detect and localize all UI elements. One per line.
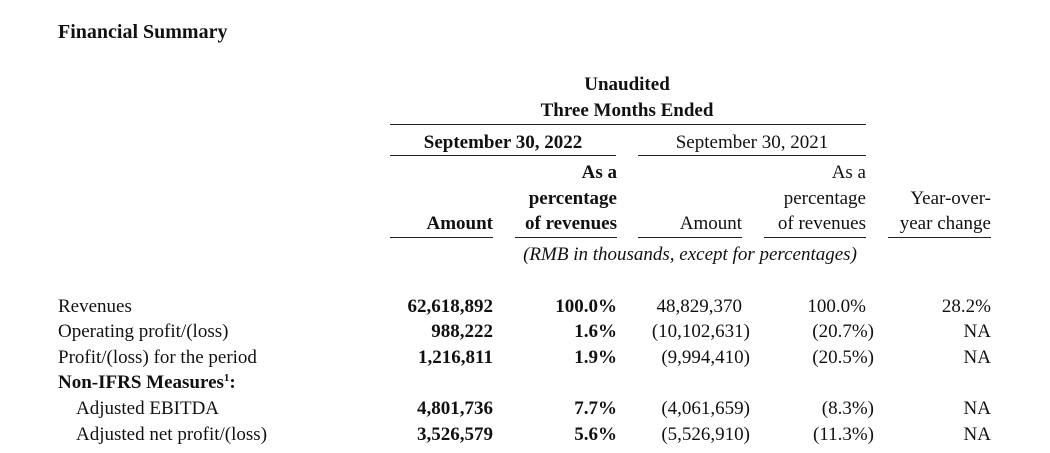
col-pct-2022-l1: As a bbox=[581, 162, 617, 183]
cell-operating-amt-2022: 988,222 bbox=[431, 321, 493, 342]
cell-operating-pct-2021: (20.7%) bbox=[812, 321, 874, 342]
cell-revenues-amt-2022: 62,618,892 bbox=[407, 296, 494, 317]
cell-profit-yoy: NA bbox=[963, 347, 991, 368]
row-label-revenues: Revenues bbox=[58, 296, 132, 317]
non-ifrs-heading: Non-IFRS Measures1: bbox=[58, 372, 236, 393]
cell-netprofit-pct-2022: 5.6% bbox=[574, 424, 617, 445]
cell-profit-amt-2021: (9,994,410) bbox=[661, 347, 750, 368]
col-amount-2021-rule bbox=[638, 237, 742, 238]
col-yoy-rule bbox=[888, 237, 991, 238]
header-rule bbox=[390, 124, 866, 125]
col-pct-2021-l3: of revenues bbox=[777, 213, 866, 234]
cell-revenues-amt-2021: 48,829,370 bbox=[656, 296, 743, 317]
col-pct-2022-rule bbox=[515, 237, 617, 238]
units-note: (RMB in thousands, except for percentage… bbox=[523, 244, 857, 265]
cell-profit-pct-2022: 1.9% bbox=[574, 347, 617, 368]
header-unaudited: Unaudited bbox=[584, 74, 670, 95]
cell-revenues-pct-2022: 100.0% bbox=[555, 296, 617, 317]
row-label-profit-period: Profit/(loss) for the period bbox=[58, 347, 257, 368]
col-amount-2022-rule bbox=[390, 237, 493, 238]
page-title: Financial Summary bbox=[58, 21, 228, 43]
cell-operating-amt-2021: (10,102,631) bbox=[651, 321, 750, 342]
cell-ebitda-yoy: NA bbox=[963, 398, 991, 419]
cell-ebitda-amt-2021: (4,061,659) bbox=[661, 398, 750, 419]
row-label-adjusted-net-profit: Adjusted net profit/(loss) bbox=[76, 424, 268, 445]
col-amount-2021: Amount bbox=[679, 213, 742, 234]
header-three-months: Three Months Ended bbox=[540, 100, 714, 121]
cell-revenues-pct-2021: 100.0% bbox=[807, 296, 866, 317]
col-pct-2021-l2: percentage bbox=[783, 188, 866, 209]
cell-revenues-yoy: 28.2% bbox=[941, 296, 991, 317]
col-pct-2022-l3: of revenues bbox=[525, 213, 617, 234]
row-label-operating-profit: Operating profit/(loss) bbox=[58, 321, 229, 342]
cell-profit-amt-2022: 1,216,811 bbox=[418, 347, 493, 368]
period-current-rule bbox=[390, 155, 616, 156]
cell-netprofit-amt-2022: 3,526,579 bbox=[417, 424, 493, 445]
col-pct-2022-l2: percentage bbox=[528, 188, 617, 209]
cell-netprofit-yoy: NA bbox=[963, 424, 991, 445]
cell-operating-yoy: NA bbox=[963, 321, 991, 342]
cell-netprofit-amt-2021: (5,526,910) bbox=[661, 424, 750, 445]
col-yoy-l2: year change bbox=[899, 213, 991, 234]
period-prior: September 30, 2021 bbox=[675, 132, 829, 153]
col-yoy-l1: Year-over- bbox=[910, 188, 991, 209]
footnote-mark: 1 bbox=[223, 372, 230, 384]
non-ifrs-heading-text: Non-IFRS Measures bbox=[58, 372, 224, 393]
period-current: September 30, 2022 bbox=[423, 132, 583, 153]
period-prior-rule bbox=[638, 155, 866, 156]
cell-ebitda-pct-2021: (8.3%) bbox=[821, 398, 874, 419]
col-pct-2021-l1: As a bbox=[831, 162, 866, 183]
cell-ebitda-amt-2022: 4,801,736 bbox=[417, 398, 493, 419]
non-ifrs-heading-colon: : bbox=[229, 372, 236, 393]
cell-profit-pct-2021: (20.5%) bbox=[812, 347, 874, 368]
col-amount-2022: Amount bbox=[426, 213, 493, 234]
cell-operating-pct-2022: 1.6% bbox=[574, 321, 617, 342]
cell-netprofit-pct-2021: (11.3%) bbox=[812, 424, 874, 445]
row-label-adjusted-ebitda: Adjusted EBITDA bbox=[76, 398, 220, 419]
col-pct-2021-rule bbox=[764, 237, 866, 238]
cell-ebitda-pct-2022: 7.7% bbox=[574, 398, 617, 419]
